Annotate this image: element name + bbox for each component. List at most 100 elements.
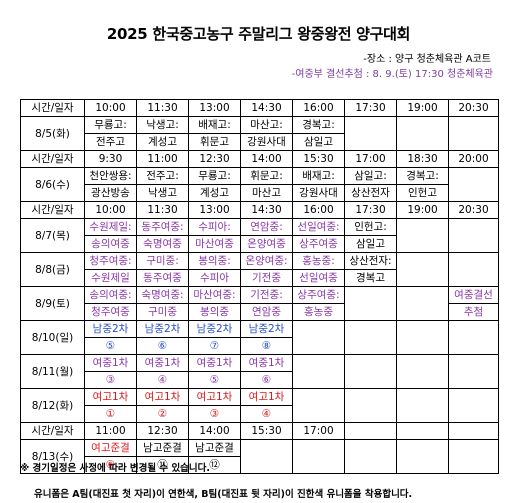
time-cell: 16:00	[292, 201, 345, 219]
time-cell: 19:00	[396, 99, 449, 117]
team-cell: 선일여중:	[292, 218, 345, 236]
team-cell: 수원제일	[84, 269, 137, 287]
time-cell: 11:30	[136, 201, 189, 219]
day-row: ⑥ ⑪ ⑫	[21, 456, 499, 474]
game-number: ⑪	[136, 456, 189, 474]
time-cell: 20:30	[448, 99, 499, 117]
time-cell: 12:30	[136, 422, 189, 440]
team-cell: 계성고	[136, 133, 189, 151]
schedule-change-notice: ※ 경기일정은 사정에 따라 변경될 수 있습니다.	[20, 463, 211, 474]
team-cell: 홍농중:	[292, 252, 345, 270]
empty-cell	[344, 354, 397, 389]
time-cell: 11:00	[84, 422, 137, 440]
empty-cell	[292, 354, 345, 389]
time-header-row: 시간/일자 10:00 11:30 13:00 14:30 16:00 17:3…	[20, 201, 499, 219]
game-number: ④	[240, 405, 293, 423]
empty-cell	[344, 388, 397, 423]
team-cell: 동주여중:	[136, 218, 189, 236]
team-cell: 상산전자	[344, 184, 397, 202]
team-cell: 기전중	[240, 269, 293, 287]
game-cell: 남중2차	[188, 320, 241, 338]
team-cell: 봉의중:	[188, 252, 241, 270]
day-row: ⑤ ⑥ ⑦ ⑧	[21, 337, 499, 355]
day-row: 청주여중 구미중 봉의중 연암중 홍농중 추첨	[21, 303, 499, 321]
empty-cell	[396, 286, 449, 321]
time-cell: 13:00	[188, 201, 241, 219]
day-row: 8/5(화) 무룡고: 낙생고: 배재고: 마산고: 경복고:	[20, 116, 499, 151]
page-title: 2025 한국중고농구 주말리그 왕중왕전 양구대회	[106, 25, 411, 43]
team-cell: 낙생고	[136, 184, 189, 202]
time-cell: 13:00	[188, 99, 241, 117]
day-row: 8/8(금) 청주여중: 구미중: 봉의중: 온양여중: 홍농중: 상산전자:	[20, 252, 499, 287]
date-cell: 8/5(화)	[20, 116, 85, 151]
game-cell: 남고준결	[136, 439, 189, 457]
header-cell: 시간/일자	[20, 201, 85, 219]
game-cell: 여고1차	[188, 388, 241, 406]
empty-cell	[396, 116, 449, 151]
day-row: 수원제일 동주여중 수피아 기전중 선일여중 경복고	[21, 269, 499, 287]
time-cell: 10:00	[84, 99, 137, 117]
draw-cell: 여중결선	[448, 286, 499, 304]
team-cell: 마산여중:	[188, 286, 241, 304]
day-row: 8/10(일) 남중2차 남중2차 남중2차 남중2차	[20, 320, 499, 355]
team-cell: 경복고	[344, 269, 397, 287]
day-row: 8/13(수) 여고준결 남고준결 남고준결	[20, 439, 499, 474]
header-cell: 시간/일자	[20, 99, 85, 117]
time-cell: 17:30	[344, 201, 397, 219]
game-number: ③	[84, 371, 137, 389]
game-cell: 여고1차	[240, 388, 293, 406]
empty-cell	[448, 116, 499, 151]
time-cell: 20:30	[448, 201, 499, 219]
game-number: ⑦	[188, 337, 241, 355]
empty-cell	[344, 320, 397, 355]
team-cell: 온양여중	[240, 235, 293, 253]
team-cell: 마산고	[240, 184, 293, 202]
empty-cell	[344, 116, 397, 151]
team-cell: 삼일고:	[344, 167, 397, 185]
team-cell: 상산전자:	[344, 252, 397, 270]
time-cell: 15:30	[292, 150, 345, 168]
game-number: ③	[188, 405, 241, 423]
time-header-row: 시간/일자 11:00 12:30 14:00 15:30 17:00	[20, 422, 499, 440]
time-cell: 10:00	[84, 201, 137, 219]
day-row: 전주고 계성고 휘문고 강원사대 삼일고	[21, 133, 499, 151]
draw-note: -여중부 결선추첨 : 8. 9.(토) 17:30 청춘체육관	[291, 69, 493, 80]
empty-cell	[448, 218, 499, 253]
team-cell: 강원사대	[240, 133, 293, 151]
empty-cell	[448, 320, 499, 355]
team-cell: 홍농중	[292, 303, 345, 321]
game-number: ①	[84, 405, 137, 423]
date-cell: 8/8(금)	[20, 252, 85, 287]
team-cell: 경복고:	[292, 116, 345, 134]
date-cell: 8/7(목)	[20, 218, 85, 253]
time-cell: 11:30	[136, 99, 189, 117]
empty-cell	[396, 422, 449, 440]
team-cell: 인헌고:	[344, 218, 397, 236]
empty-cell	[292, 439, 345, 474]
team-cell: 인헌고	[396, 184, 449, 202]
date-cell: 8/10(일)	[20, 320, 85, 355]
team-cell: 천안쌍용:	[84, 167, 137, 185]
game-cell: 여중1차	[188, 354, 241, 372]
game-cell: 여중1차	[84, 354, 137, 372]
day-row: 8/6(수) 천안쌍용: 전주고: 무룡고: 휘문고: 배재고: 삼일고: 경복…	[20, 167, 499, 202]
header-cell: 시간/일자	[20, 422, 85, 440]
uniform-notice: 유니폼은 A팀(대진표 첫 자리)이 연한색, B팀(대진표 뒷 자리)이 진한…	[34, 489, 413, 500]
date-cell: 8/9(토)	[20, 286, 85, 321]
team-cell: 계성고	[188, 184, 241, 202]
team-cell: 구미중	[136, 303, 189, 321]
team-cell: 수피아:	[188, 218, 241, 236]
game-number: ⑤	[84, 337, 137, 355]
empty-cell	[396, 439, 449, 474]
team-cell: 휘문고:	[240, 167, 293, 185]
team-cell: 청주여중	[84, 303, 137, 321]
day-row: 8/7(목) 수원제일: 동주여중: 수피아: 연암중: 선일여중: 인헌고:	[20, 218, 499, 253]
day-row: ① ② ③ ④	[21, 405, 499, 423]
venue-line: -장소 : 양구 청춘체육관 A코트	[363, 54, 491, 65]
day-row: 광산방송 낙생고 계성고 마산고 강원사대 상산전자 인헌고	[21, 184, 499, 202]
empty-cell	[396, 252, 449, 287]
empty-cell	[292, 388, 345, 423]
time-cell: 11:00	[136, 150, 189, 168]
empty-cell	[292, 320, 345, 355]
team-cell: 휘문고	[188, 133, 241, 151]
